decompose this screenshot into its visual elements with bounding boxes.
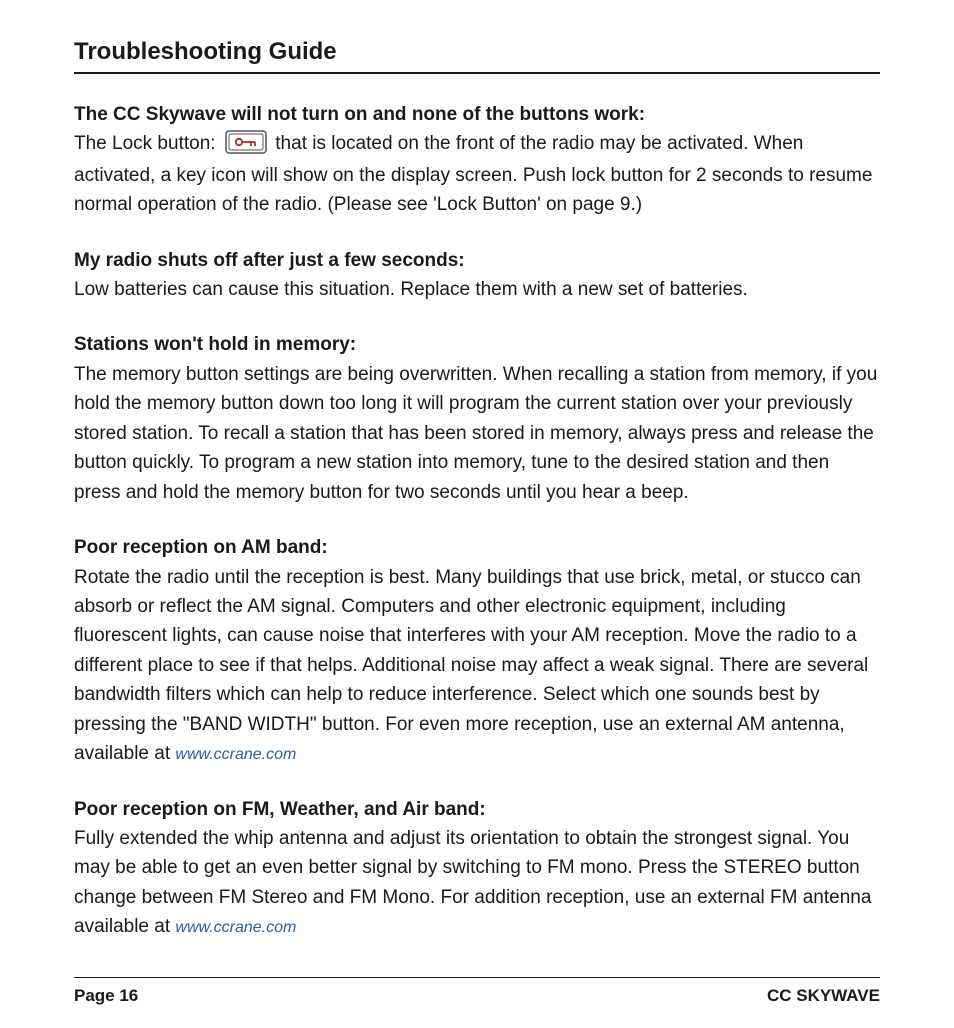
- ccrane-link[interactable]: www.ccrane.com: [175, 746, 296, 763]
- section-body: The memory button settings are being ove…: [74, 364, 877, 503]
- section-heading: My radio shuts off after just a few seco…: [74, 250, 465, 271]
- document-page: Troubleshooting Guide The CC Skywave wil…: [0, 0, 954, 1028]
- lock-key-icon: [225, 130, 267, 159]
- section-am: Poor reception on AM band: Rotate the ra…: [74, 533, 880, 769]
- section-body: Rotate the radio until the reception is …: [74, 567, 868, 765]
- footer-product-name: CC SKYWAVE: [767, 986, 880, 1006]
- section-fm: Poor reception on FM, Weather, and Air b…: [74, 795, 880, 942]
- section-body-before: The Lock button:: [74, 133, 221, 154]
- section-body: Low batteries can cause this situation. …: [74, 279, 748, 300]
- page-footer: Page 16 CC SKYWAVE: [74, 977, 880, 1028]
- section-heading: Poor reception on AM band:: [74, 537, 328, 558]
- footer-page-number: Page 16: [74, 986, 138, 1006]
- ccrane-link[interactable]: www.ccrane.com: [175, 919, 296, 936]
- section-memory: Stations won't hold in memory: The memor…: [74, 330, 880, 507]
- section-heading: Poor reception on FM, Weather, and Air b…: [74, 799, 486, 820]
- section-shutsoff: My radio shuts off after just a few seco…: [74, 246, 880, 305]
- section-heading: The CC Skywave will not turn on and none…: [74, 104, 645, 125]
- spacer: [74, 968, 880, 977]
- section-lock: The CC Skywave will not turn on and none…: [74, 100, 880, 220]
- section-heading: Stations won't hold in memory:: [74, 334, 356, 355]
- page-title: Troubleshooting Guide: [74, 38, 880, 74]
